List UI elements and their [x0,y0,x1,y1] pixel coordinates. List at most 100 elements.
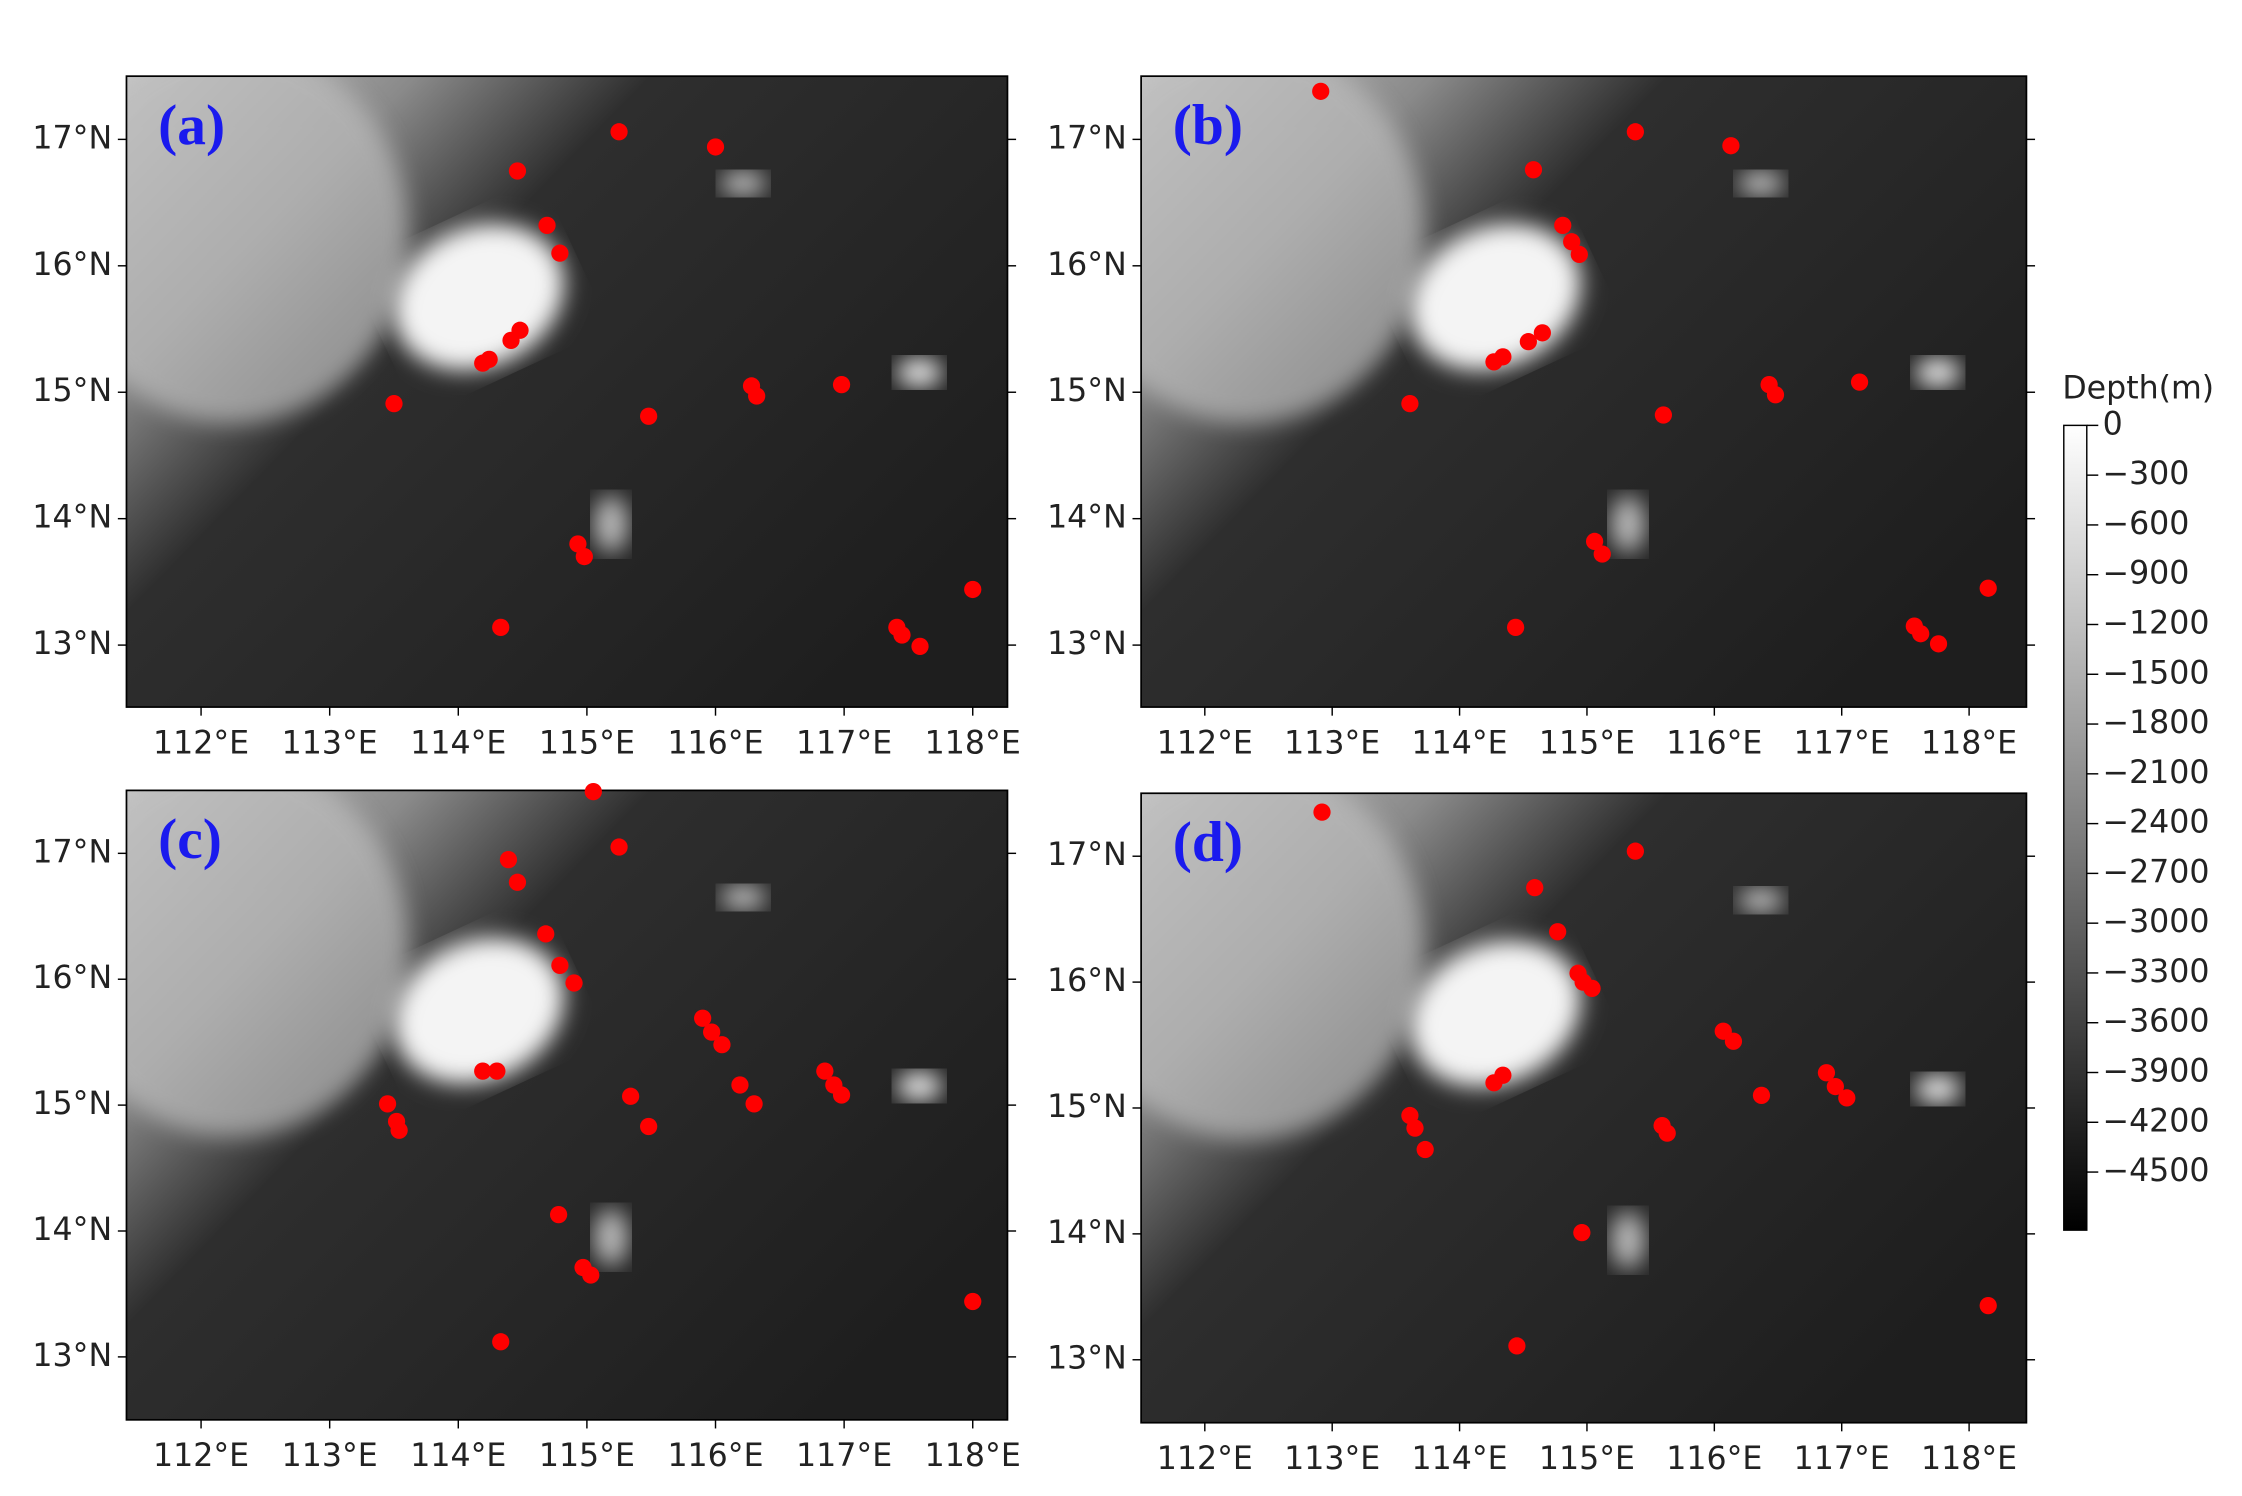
x-tick-label: 113°E [282,725,378,761]
colorbar-tick-label: −2700 [2103,854,2210,890]
seamount [1914,358,1961,388]
colorbar-label: Depth(m) [2062,370,2214,406]
site-point [816,1062,834,1080]
site-point [911,637,929,655]
site-point [622,1087,640,1105]
site-point [1752,1086,1771,1105]
x-tick-label: 112°E [1157,725,1253,761]
x-tick-label: 117°E [796,725,892,761]
shelf [126,76,409,424]
y-tick-label: 15°N [32,1086,112,1122]
site-point [538,216,556,234]
site-point [640,1117,658,1136]
seamount [1610,495,1646,553]
site-point [1485,1074,1503,1092]
site-point [640,407,658,425]
seamount [720,885,767,909]
x-tick-label: 114°E [1412,725,1508,761]
site-point [508,162,527,180]
site-point [1626,842,1644,860]
site-point [1485,353,1503,371]
y-tick-label: 14°N [1047,1215,1127,1251]
x-tick-label: 117°E [1794,1441,1890,1477]
seamount [1737,171,1784,195]
y-tick-label: 17°N [32,120,112,156]
colorbar-tick-label: −900 [2103,556,2190,592]
x-tick-label: 114°E [410,725,506,761]
y-tick-label: 13°N [1047,1341,1127,1377]
bank [1409,940,1581,1087]
site-point [385,394,403,413]
site-point [1979,579,1997,597]
y-tick-label: 13°N [32,626,112,662]
panel-title: (c) [158,808,222,871]
site-point [713,1036,731,1054]
site-point [745,1095,763,1113]
seamount [1610,1211,1646,1269]
site-point [1506,618,1525,637]
x-tick-label: 113°E [1284,1441,1380,1477]
colorbar [2063,424,2088,1231]
x-tick-label: 114°E [410,1438,506,1474]
colorbar-tick-label: −1200 [2103,605,2210,641]
site-point [1570,245,1588,264]
colorbar-tick-label: −2400 [2103,805,2210,841]
site-point [390,1121,408,1139]
map-background [126,790,1008,1420]
colorbar-tick-label: −3300 [2103,954,2210,990]
site-point [1573,1223,1591,1242]
site-point [378,1095,397,1113]
bank [393,937,564,1084]
y-tick-label: 14°N [32,500,112,536]
site-point [565,974,583,992]
site-point [1593,545,1611,563]
site-point [1912,625,1930,643]
site-point [1658,1124,1676,1142]
site-point [964,580,982,599]
x-tick-label: 115°E [539,725,635,761]
y-tick-label: 13°N [32,1338,112,1374]
colorbar-tick-label: −4200 [2103,1103,2210,1139]
site-point [488,1062,506,1080]
seamount [593,495,629,553]
site-point [893,626,911,644]
map-background [1141,76,2027,708]
panel-title: (d) [1173,811,1243,874]
site-point [1722,137,1740,155]
y-tick-label: 16°N [32,247,112,283]
x-tick-label: 112°E [153,725,249,761]
site-point [964,1292,982,1311]
site-point [1563,233,1581,251]
x-tick-label: 116°E [667,1438,763,1474]
x-tick-label: 115°E [539,1438,635,1474]
seamount [1737,888,1784,912]
colorbar-tick-label: −1500 [2103,655,2210,691]
site-point [832,1086,851,1104]
x-tick-label: 117°E [1794,725,1890,761]
site-point [549,1206,568,1224]
y-tick-label: 13°N [1047,626,1127,662]
seamount [593,1208,629,1267]
site-point [1626,123,1644,141]
y-tick-label: 17°N [32,834,112,870]
site-point [1533,324,1551,342]
site-point [1508,1337,1526,1355]
colorbar-tick-label: 0 [2103,406,2123,442]
y-tick-label: 17°N [1047,120,1127,156]
y-tick-label: 14°N [1047,500,1127,536]
site-point [1654,406,1673,424]
x-tick-label: 116°E [1666,725,1762,761]
site-point [582,1266,600,1284]
colorbar-tick-label: −3000 [2103,904,2210,940]
site-point [832,376,851,394]
x-tick-label: 115°E [1539,725,1635,761]
seamount [896,358,943,388]
seamount [896,1071,943,1101]
site-point [748,387,766,405]
shelf [126,790,409,1137]
site-point [610,123,628,141]
site-point [1554,216,1572,234]
site-point [575,547,593,566]
site-point [492,618,510,637]
site-point [694,1009,712,1027]
